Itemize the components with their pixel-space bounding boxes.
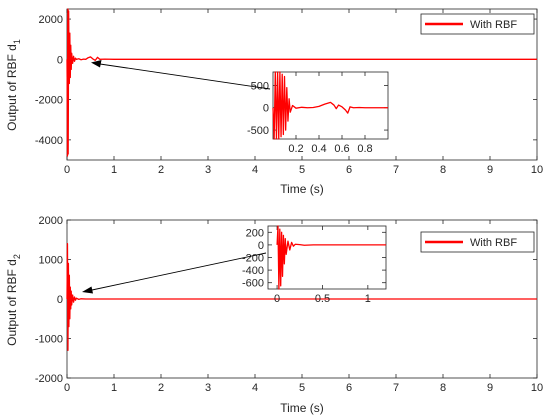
chart_data.1-xtick-label: 10 <box>531 382 543 394</box>
chart_data.1.inset-xtick-label: 0 <box>274 293 280 305</box>
chart_data.1-ytick-label: 1000 <box>39 255 63 267</box>
chart_data.1.inset-xtick-label: 0.5 <box>315 293 330 305</box>
chart_data.0.inset-ytick-label: 500 <box>251 80 269 92</box>
chart_data.1.inset-ytick-label: -400 <box>242 265 264 277</box>
chart_data.0-xtick-label: 5 <box>299 164 305 176</box>
panel-2-legend-box <box>420 231 535 253</box>
chart_data.0-xtick-label: 2 <box>158 164 164 176</box>
panel-2-series-line <box>66 243 537 352</box>
chart_data.0-ytick-label: 0 <box>57 54 63 66</box>
panel-2-inset-plot-area <box>267 225 387 290</box>
panel-2-ylabel: Output of RBF d2 <box>5 254 22 346</box>
panel-1-arrow-head <box>91 60 102 68</box>
panel-1-ylabel: Output of RBF d1 <box>5 39 22 131</box>
chart_data.0-xtick-label: 1 <box>111 164 117 176</box>
panel-1-inset-ticks: 0.2 0.4 0.6 0.8 -500 0 500 <box>247 72 388 155</box>
panel-1-zoom-arrow <box>91 60 271 90</box>
chart_data.0-xtick-label: 3 <box>205 164 211 176</box>
chart_data.0.inset-ytick-label: 0 <box>263 103 269 115</box>
panel-1-series <box>66 8 537 157</box>
chart_data.1-xtick-label: 9 <box>487 382 493 394</box>
chart_data.1-xtick-label: 3 <box>205 382 211 394</box>
chart_data.0-xtick-label: 10 <box>531 164 543 176</box>
chart_data.1-xtick-label: 2 <box>158 382 164 394</box>
chart_data.0-xtick-label: 7 <box>393 164 399 176</box>
panel-1-legend-label: With RBF <box>470 19 517 31</box>
chart_data.1.inset-ytick-label: -600 <box>242 278 264 290</box>
chart_data.0-ytick-label: -2000 <box>35 95 63 107</box>
chart_data.1-xtick-label: 7 <box>393 382 399 394</box>
chart_data.1-xtick-label: 6 <box>346 382 352 394</box>
panel-1-arrow-line <box>99 63 271 90</box>
panel-2-xlabel: Time (s) <box>280 401 324 415</box>
chart_data.1-xtick-label: 8 <box>440 382 446 394</box>
chart_data.1-xtick-label: 4 <box>252 382 258 394</box>
panel-1-series-line <box>66 8 537 157</box>
panel-2-inset-series-line <box>276 225 386 290</box>
chart_data.1.inset-xtick-label: 1 <box>365 293 371 305</box>
chart_data.0-xtick-label: 4 <box>252 164 258 176</box>
chart_data.1.inset-ytick-label: -200 <box>242 253 264 265</box>
panel-1: 0 1 2 3 4 5 6 7 8 9 10 -4000 -2000 0 2000 Output of RB… <box>5 8 543 196</box>
chart_data.0.inset-ytick-label: -500 <box>247 125 269 137</box>
panel-2-legend: With RBF <box>420 231 535 253</box>
chart_data.0-xtick-label: 8 <box>440 164 446 176</box>
panel-1-legend-box <box>420 13 535 35</box>
panel-2-legend-label: With RBF <box>470 237 517 249</box>
panel-1-inset: 0.2 0.4 0.6 0.8 -500 0 500 <box>247 71 389 155</box>
panel-2-arrow-head <box>82 286 93 294</box>
chart_data.1-ytick-label: -2000 <box>35 373 63 385</box>
chart_data.0-xtick-label: 9 <box>487 164 493 176</box>
panel-1-inset-series <box>272 71 388 140</box>
panel-2-inset-series <box>276 225 386 290</box>
panel-2-arrow-line <box>91 252 267 291</box>
chart_data.0-xtick-label: 0 <box>64 164 70 176</box>
chart_data.1-xtick-label: 0 <box>64 382 70 394</box>
chart_data.0-ytick-label: 2000 <box>39 14 63 26</box>
chart_data.0.inset-xtick-label: 0.2 <box>288 143 303 155</box>
chart_data.1-ytick-label: -1000 <box>35 334 63 346</box>
chart_data.1-ytick-label: 2000 <box>39 215 63 227</box>
chart_data.1-xtick-label: 1 <box>111 382 117 394</box>
chart_data.0.inset-xtick-label: 0.8 <box>357 143 372 155</box>
panel-2-zoom-arrow <box>82 252 267 294</box>
chart_data.1-ytick-label: 0 <box>57 294 63 306</box>
chart_data.1.inset-ytick-label: 200 <box>246 227 264 239</box>
panel-1-axes-ticks: 0 1 2 3 4 5 6 7 8 9 10 -4000 -2000 0 2000 <box>35 9 543 176</box>
chart_data.1.inset-ytick-label: 0 <box>258 240 264 252</box>
chart_data.0-xtick-label: 6 <box>346 164 352 176</box>
chart_data.0.inset-xtick-label: 0.6 <box>334 143 349 155</box>
panel-1-legend: With RBF <box>420 13 535 35</box>
panel-1-xlabel: Time (s) <box>280 182 324 196</box>
chart_data.0-ytick-label: -4000 <box>35 135 63 147</box>
panel-1-inset-series-line <box>272 71 388 140</box>
chart_data.1-xtick-label: 5 <box>299 382 305 394</box>
chart_data.0.inset-xtick-label: 0.4 <box>311 143 326 155</box>
panel-2-series <box>66 243 537 352</box>
